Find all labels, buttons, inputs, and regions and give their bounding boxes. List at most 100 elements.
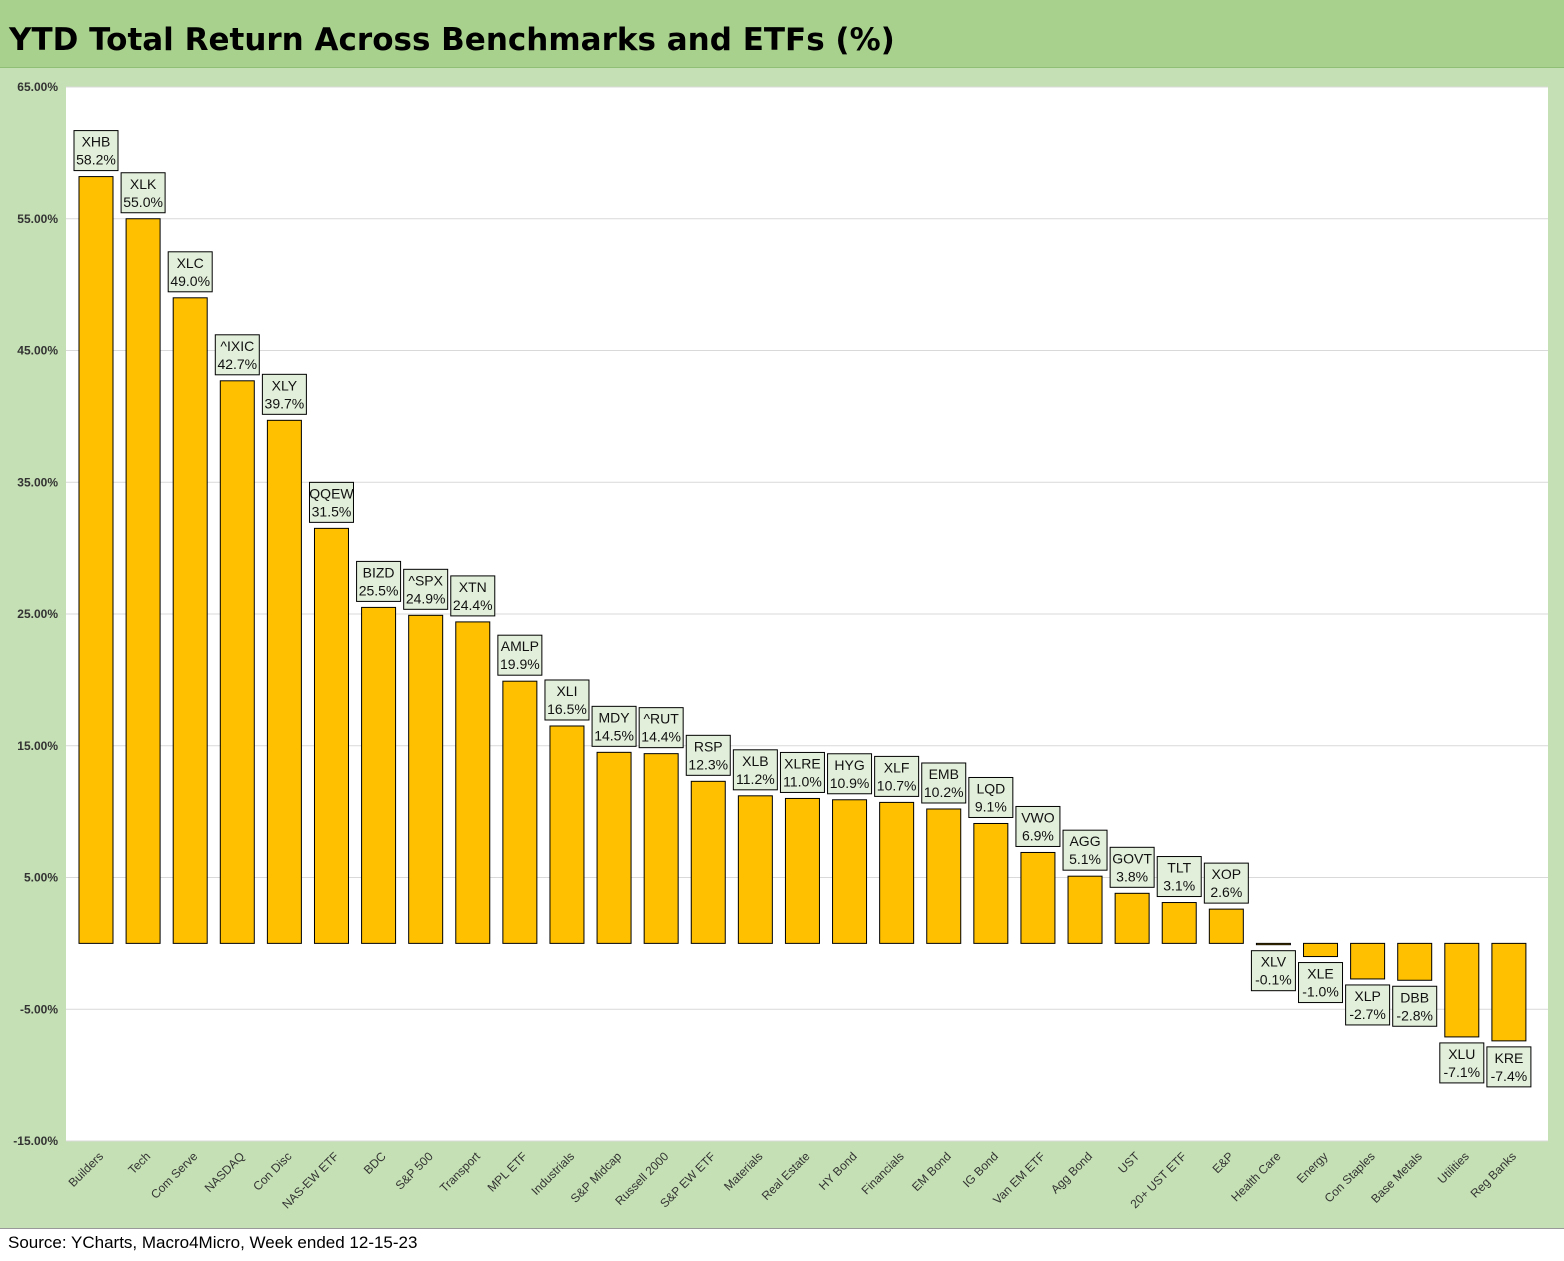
data-label: XLP -2.7% bbox=[1345, 984, 1391, 1026]
data-label: EMB 10.2% bbox=[921, 762, 967, 804]
data-label-box bbox=[1298, 962, 1344, 1004]
data-label-ticker: XLF bbox=[884, 759, 910, 775]
data-label-box bbox=[685, 734, 731, 776]
x-category-label: MPL ETF bbox=[485, 1149, 530, 1194]
data-label-ticker: XLK bbox=[130, 176, 157, 192]
data-label-ticker: XLE bbox=[1307, 966, 1333, 982]
bar bbox=[219, 380, 255, 944]
data-label-ticker: XLI bbox=[556, 683, 577, 699]
data-label-box bbox=[403, 568, 449, 610]
data-label-value: 2.6% bbox=[1210, 884, 1242, 900]
data-label: DBB -2.8% bbox=[1392, 985, 1438, 1027]
bar bbox=[266, 419, 302, 944]
data-label-box bbox=[120, 172, 166, 214]
data-label-box bbox=[921, 762, 967, 804]
data-label-box bbox=[638, 707, 684, 749]
data-label-value: 14.4% bbox=[641, 729, 681, 745]
data-label-value: 3.1% bbox=[1163, 878, 1195, 894]
data-label-box bbox=[1250, 950, 1296, 992]
data-label-value: 12.3% bbox=[688, 756, 728, 772]
data-label: XOP 2.6% bbox=[1203, 862, 1249, 904]
data-label-box bbox=[544, 679, 590, 721]
data-label-ticker: XHB bbox=[82, 134, 111, 150]
data-label-value: -7.4% bbox=[1491, 1068, 1528, 1084]
x-category-label: HY Bond bbox=[816, 1149, 860, 1193]
data-label: XLB 11.2% bbox=[732, 749, 778, 791]
data-label-box bbox=[1109, 846, 1155, 888]
data-label: AMLP 19.9% bbox=[497, 634, 543, 676]
data-label-ticker: XTN bbox=[459, 579, 487, 595]
data-label-box bbox=[1015, 805, 1061, 847]
data-label-value: 49.0% bbox=[170, 273, 210, 289]
data-label-ticker: EMB bbox=[929, 766, 959, 782]
source-footer: Source: YCharts, Macro4Micro, Week ended… bbox=[0, 1228, 1564, 1261]
data-label-ticker: XLC bbox=[177, 255, 204, 271]
data-label: HYG 10.9% bbox=[827, 753, 873, 795]
data-label: XLC 49.0% bbox=[167, 251, 213, 293]
data-label-ticker: XLV bbox=[1261, 954, 1287, 970]
y-tick-label: 65.00% bbox=[17, 80, 58, 94]
y-tick-label: 35.00% bbox=[17, 475, 58, 489]
data-label-value: 24.4% bbox=[453, 597, 493, 613]
data-label-ticker: VWO bbox=[1021, 809, 1055, 825]
data-label-ticker: ^RUT bbox=[643, 711, 679, 727]
bar bbox=[643, 753, 679, 944]
x-category-label: Real Estate bbox=[759, 1149, 813, 1203]
bar bbox=[1350, 942, 1386, 980]
data-label: MDY 14.5% bbox=[591, 705, 637, 747]
x-category-label: S&P 500 bbox=[393, 1149, 436, 1192]
data-label-value: 11.2% bbox=[736, 771, 775, 787]
data-label-value: 58.2% bbox=[76, 152, 116, 168]
data-label: BIZD 25.5% bbox=[356, 560, 402, 602]
data-label-ticker: QQEW bbox=[309, 485, 354, 501]
data-label-box bbox=[1062, 829, 1108, 871]
data-label-ticker: KRE bbox=[1495, 1050, 1524, 1066]
data-label-box bbox=[1345, 984, 1391, 1026]
data-label-ticker: MDY bbox=[599, 709, 631, 725]
x-category-label: EM Bond bbox=[909, 1149, 954, 1194]
data-label-ticker: XLP bbox=[1354, 988, 1380, 1004]
data-label-value: 6.9% bbox=[1022, 827, 1054, 843]
data-label-value: 11.0% bbox=[783, 773, 822, 789]
data-label-value: 31.5% bbox=[312, 503, 352, 519]
data-label-ticker: HYG bbox=[834, 757, 864, 773]
x-category-label: Transport bbox=[437, 1149, 483, 1195]
data-label-ticker: XLU bbox=[1448, 1046, 1475, 1062]
data-label-value: 5.1% bbox=[1069, 851, 1101, 867]
y-tick-label: 45.00% bbox=[17, 344, 58, 358]
data-label-ticker: GOVT bbox=[1112, 850, 1152, 866]
data-label: KRE -7.4% bbox=[1486, 1046, 1532, 1088]
data-labels: XHB 58.2% XLK 55.0% XLC 49.0% ^IXIC 42.7% XLY 39.… bbox=[73, 130, 1532, 1088]
x-category-label: NASDAQ bbox=[202, 1149, 248, 1195]
data-label-box bbox=[1203, 862, 1249, 904]
y-axis-ticks: -15.00% -5.00% 5.00% 15.00% 25.00% 35.00% 45.0… bbox=[13, 80, 58, 1148]
data-label-box bbox=[1156, 856, 1202, 898]
data-label-ticker: AGG bbox=[1069, 833, 1100, 849]
x-category-label: Agg Bond bbox=[1048, 1149, 1095, 1196]
data-label-value: 25.5% bbox=[359, 582, 399, 598]
bar bbox=[502, 680, 538, 944]
data-label-box bbox=[1486, 1046, 1532, 1088]
bar bbox=[1020, 851, 1056, 944]
data-label: LQD 9.1% bbox=[968, 776, 1014, 818]
bar bbox=[1161, 902, 1197, 944]
bar bbox=[549, 725, 585, 944]
data-label-ticker: BIZD bbox=[363, 564, 395, 580]
data-label-value: -2.8% bbox=[1396, 1007, 1433, 1023]
data-label-ticker: RSP bbox=[694, 738, 723, 754]
y-tick-label: 5.00% bbox=[24, 871, 58, 885]
y-tick-label: 15.00% bbox=[17, 739, 58, 753]
bar bbox=[784, 797, 820, 944]
data-label: XLY 39.7% bbox=[261, 373, 307, 415]
data-label-value: 9.1% bbox=[975, 798, 1007, 814]
bar bbox=[125, 218, 161, 944]
data-label: ^SPX 24.9% bbox=[403, 568, 449, 610]
data-label-value: 42.7% bbox=[217, 356, 257, 372]
x-category-label: Utilities bbox=[1435, 1149, 1472, 1186]
data-label-value: 14.5% bbox=[594, 727, 634, 743]
bar bbox=[313, 527, 349, 944]
x-category-label: Industrials bbox=[529, 1149, 578, 1198]
data-label-value: -2.7% bbox=[1349, 1006, 1386, 1022]
data-label: XLV -0.1% bbox=[1250, 950, 1296, 992]
data-label: XLRE 11.0% bbox=[779, 751, 825, 793]
